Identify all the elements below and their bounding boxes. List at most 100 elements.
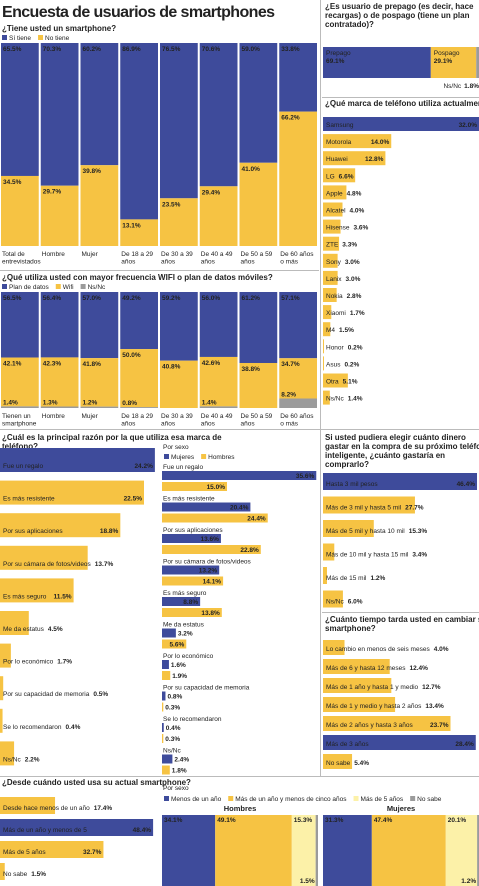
bar-segment xyxy=(445,815,478,886)
legend-swatch xyxy=(80,284,86,289)
bar-segment xyxy=(239,43,278,163)
legend-swatch xyxy=(2,284,7,289)
bar-segment xyxy=(80,406,119,408)
value-label: 1.4% xyxy=(202,399,217,406)
bar xyxy=(0,676,4,701)
category-label: Tienen un smartphone xyxy=(2,413,37,428)
bar-segment xyxy=(279,111,317,246)
bar xyxy=(323,754,353,769)
bar-segment xyxy=(80,358,119,407)
value-label: 1.7% xyxy=(350,310,365,317)
value-label: 66.2% xyxy=(281,115,300,122)
bar-segment xyxy=(160,43,198,199)
value-label: 2.2% xyxy=(25,756,40,763)
legend-label: Menos de un año xyxy=(171,796,222,803)
bar xyxy=(0,863,5,880)
value-label: 41.0% xyxy=(242,166,261,173)
legend-swatch xyxy=(164,796,169,801)
value-label: 42.3% xyxy=(43,360,62,367)
bar-segment xyxy=(120,292,158,350)
value-label: 0.3% xyxy=(165,736,180,743)
value-label: 1.8% xyxy=(464,83,479,90)
value-label: 34.1% xyxy=(164,817,183,824)
value-label: 13.8% xyxy=(201,610,220,617)
bar xyxy=(323,202,343,217)
value-label: 24.4% xyxy=(247,516,266,523)
category-label: Más de un año y menos de 5 xyxy=(3,827,87,834)
bar xyxy=(323,151,386,166)
chart-title: Por sexo xyxy=(163,785,189,792)
category-label: Lanix xyxy=(326,276,342,283)
value-label: 29.1% xyxy=(434,58,453,65)
value-label: 5.4% xyxy=(354,760,369,767)
bar-segment xyxy=(160,360,198,408)
bar xyxy=(162,482,227,491)
bar-segment xyxy=(199,406,238,408)
value-label: 1.4% xyxy=(348,396,363,403)
bar xyxy=(323,697,396,712)
bar-segment xyxy=(120,349,158,408)
bar xyxy=(0,513,121,538)
value-label: 1.6% xyxy=(171,662,186,669)
bar-segment xyxy=(199,186,238,246)
bar-segment xyxy=(1,43,39,176)
bar xyxy=(0,819,154,836)
category-label: ZTE xyxy=(326,242,339,249)
value-label: 3.0% xyxy=(346,276,361,283)
bar-segment xyxy=(239,162,278,246)
bar xyxy=(162,513,268,523)
value-label: 49.2% xyxy=(122,295,141,302)
bar-segment xyxy=(1,406,39,408)
bar-segment xyxy=(1,292,39,358)
bar-segment xyxy=(120,43,158,220)
value-label: 17.4% xyxy=(94,805,113,812)
value-label: 42.1% xyxy=(3,361,22,368)
bar xyxy=(323,168,356,183)
bar-segment xyxy=(160,292,198,361)
value-label: 1.5% xyxy=(300,878,315,885)
category-label: De 30 a 39 años xyxy=(161,413,195,428)
category-label: Nokia xyxy=(326,293,343,300)
bar-segment xyxy=(80,165,119,246)
value-label: 4.0% xyxy=(434,646,449,653)
bar-segment xyxy=(323,47,431,78)
bar xyxy=(323,716,451,731)
category-label: Por lo económico xyxy=(163,653,214,660)
legend-label: Ns/Nc xyxy=(88,284,106,291)
bar xyxy=(323,322,331,337)
value-label: 34.7% xyxy=(281,361,300,368)
value-label: 11.5% xyxy=(54,593,72,600)
legend-swatch xyxy=(164,454,169,459)
bar xyxy=(162,639,187,649)
value-label: 24.2% xyxy=(134,463,153,470)
bar xyxy=(323,339,324,354)
bar-segment xyxy=(1,175,39,246)
bar xyxy=(323,373,348,388)
value-label: 1.5% xyxy=(31,871,46,878)
category-label: De 30 a 39 años xyxy=(161,251,195,266)
category-label: Me da estatus xyxy=(163,622,205,629)
value-label: 13.4% xyxy=(425,703,444,710)
category-label: Fue un regalo xyxy=(163,464,203,471)
bar xyxy=(162,723,164,732)
category-label: Por sus aplicaciones xyxy=(163,527,223,534)
category-label: Ns/Nc xyxy=(326,396,344,403)
value-label: 22.8% xyxy=(240,547,259,554)
legend-swatch xyxy=(228,796,234,801)
bar xyxy=(162,608,222,617)
bar xyxy=(323,390,330,405)
category-label: Por sus aplicaciones xyxy=(3,528,63,535)
value-label: 38.8% xyxy=(242,366,261,373)
value-label: 1.2% xyxy=(461,878,476,885)
category-label: De 40 a 49 años xyxy=(201,413,235,428)
value-label: 42.6% xyxy=(202,360,221,367)
chart-title: ¿Qué marca de teléfono utiliza actualmen… xyxy=(325,99,479,108)
value-label: 0.8% xyxy=(167,694,182,701)
value-label: 20.1% xyxy=(448,817,467,824)
category-label: Fue un regalo xyxy=(3,463,43,470)
bar xyxy=(162,754,173,764)
value-label: 6.6% xyxy=(339,173,354,180)
category-label: Samsung xyxy=(326,122,354,129)
category-label: LG xyxy=(326,173,335,180)
bar xyxy=(162,660,169,669)
